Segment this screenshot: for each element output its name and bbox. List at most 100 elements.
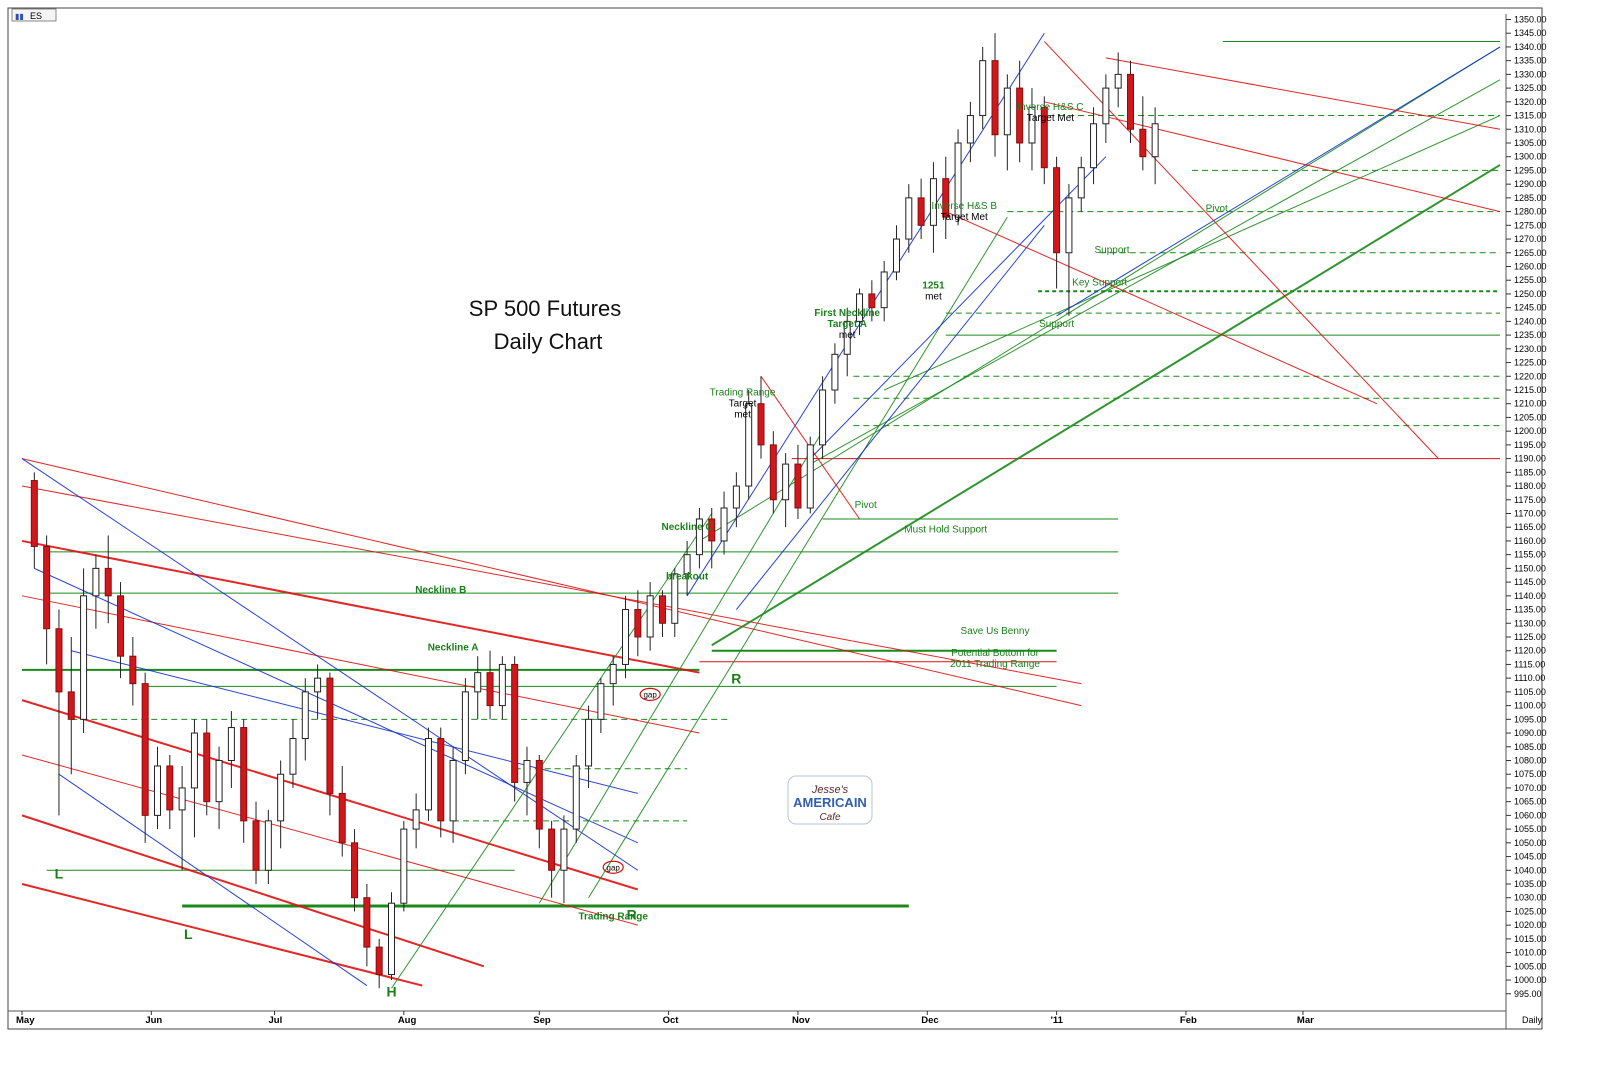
trend-line bbox=[1044, 101, 1501, 213]
y-tick-label: 1005.00 bbox=[1514, 961, 1547, 971]
trend-line bbox=[21, 485, 1082, 685]
trend-line bbox=[21, 883, 423, 987]
candle-body bbox=[1040, 106, 1048, 169]
x-tick-label: Feb bbox=[1180, 1015, 1197, 1026]
y-tick-label: 1310.00 bbox=[1514, 124, 1547, 134]
y-tick-label: 1010.00 bbox=[1514, 948, 1547, 958]
candle-body bbox=[277, 773, 285, 822]
chart-annotation: Inverse H&S C bbox=[1017, 102, 1083, 113]
candle-body bbox=[1065, 197, 1073, 254]
y-tick-label: 1160.00 bbox=[1514, 536, 1546, 546]
y-tick-label: 1215.00 bbox=[1514, 385, 1547, 395]
cafe-logo: Jesse's AMERICAIN Cafe bbox=[787, 775, 873, 825]
trend-line bbox=[588, 216, 1008, 898]
symbol-tab[interactable] bbox=[11, 8, 57, 22]
candle-body bbox=[658, 595, 666, 624]
candle-body bbox=[548, 828, 556, 871]
candle-body bbox=[104, 567, 112, 597]
symbol-tab-label: ES bbox=[30, 11, 42, 21]
chart-annotation: Target bbox=[729, 398, 757, 409]
y-tick-label: 1055.00 bbox=[1514, 824, 1547, 834]
chart-annotation: Target Met bbox=[1027, 113, 1074, 124]
y-tick-label: 1255.00 bbox=[1514, 275, 1547, 285]
candle-body bbox=[683, 554, 691, 575]
chart-annotation: Target A bbox=[827, 319, 866, 330]
trend-line bbox=[1105, 57, 1501, 130]
candle-body bbox=[117, 595, 125, 657]
candle-body bbox=[929, 178, 937, 226]
y-tick-label: 1230.00 bbox=[1514, 344, 1547, 354]
y-tick-label: 1105.00 bbox=[1514, 687, 1546, 697]
y-tick-label: 1165.00 bbox=[1514, 522, 1546, 532]
candle-body bbox=[80, 595, 88, 720]
candle-body bbox=[1139, 128, 1147, 158]
chart-annotation: Pivot bbox=[1206, 204, 1228, 215]
y-tick-label: 1090.00 bbox=[1514, 728, 1547, 738]
chart-annotation: met bbox=[925, 291, 942, 302]
y-tick-label: 1210.00 bbox=[1514, 399, 1547, 409]
y-tick-label: 1180.00 bbox=[1514, 481, 1546, 491]
y-tick-label: 1285.00 bbox=[1514, 193, 1547, 203]
y-tick-label: 1065.00 bbox=[1514, 797, 1547, 807]
chart-title-line2: Daily Chart bbox=[494, 329, 603, 354]
y-tick-label: 1080.00 bbox=[1514, 755, 1547, 765]
y-tick-label: 1095.00 bbox=[1514, 714, 1547, 724]
candle-body bbox=[695, 518, 703, 556]
pattern-letter: R bbox=[731, 671, 741, 687]
y-tick-label: 1305.00 bbox=[1514, 138, 1547, 148]
candle-body bbox=[400, 828, 408, 904]
candle-body bbox=[905, 197, 913, 240]
candle-body bbox=[511, 663, 519, 783]
trend-line bbox=[810, 79, 1501, 465]
y-tick-label: 1330.00 bbox=[1514, 69, 1547, 79]
pattern-letter: L bbox=[55, 866, 64, 882]
candle-body bbox=[129, 655, 137, 685]
y-tick-label: 1115.00 bbox=[1514, 659, 1545, 669]
y-tick-label: 1270.00 bbox=[1514, 234, 1547, 244]
trend-line bbox=[686, 32, 1045, 597]
trend-line bbox=[21, 458, 1082, 707]
chart-annotation: First Neckline bbox=[814, 308, 880, 319]
candle-body bbox=[991, 60, 999, 136]
chart-annotation: Inverse H&S B bbox=[931, 201, 997, 212]
chart-annotation: breakout bbox=[666, 571, 709, 582]
candle-body bbox=[289, 738, 297, 775]
trend-line bbox=[945, 211, 1378, 405]
y-tick-label: 1035.00 bbox=[1514, 879, 1547, 889]
candle-body bbox=[966, 115, 974, 144]
candle-body bbox=[252, 820, 260, 871]
y-tick-label: 1235.00 bbox=[1514, 330, 1547, 340]
candle-body bbox=[338, 792, 346, 844]
candle-body bbox=[634, 609, 642, 638]
candle-body bbox=[806, 444, 814, 509]
candle-body bbox=[597, 683, 605, 720]
plot-frame bbox=[7, 7, 1543, 1030]
x-tick-label: Sep bbox=[533, 1015, 551, 1026]
candle-body bbox=[437, 738, 445, 822]
y-tick-label: 1205.00 bbox=[1514, 412, 1547, 422]
candle-body bbox=[560, 828, 568, 871]
y-tick-label: 1325.00 bbox=[1514, 83, 1547, 93]
trend-line bbox=[21, 814, 485, 968]
candle-body bbox=[264, 820, 272, 871]
candle-body bbox=[190, 732, 198, 789]
y-tick-label: 1345.00 bbox=[1514, 28, 1547, 38]
candle-body bbox=[301, 691, 309, 740]
chart-annotation: met bbox=[734, 409, 751, 420]
y-tick-label: 1060.00 bbox=[1514, 810, 1547, 820]
chart-annotation: Must Hold Support bbox=[904, 525, 987, 536]
y-tick-label: 1020.00 bbox=[1514, 920, 1547, 930]
candle-body bbox=[67, 691, 75, 720]
candle-body bbox=[880, 271, 888, 309]
candle-body bbox=[942, 178, 950, 218]
candle-body bbox=[375, 946, 383, 976]
logo-line3: Cafe bbox=[819, 812, 841, 823]
candle-body bbox=[1114, 73, 1122, 89]
candle-body bbox=[757, 403, 765, 446]
y-tick-label: 1100.00 bbox=[1514, 701, 1546, 711]
candle-body bbox=[314, 677, 322, 693]
candle-body bbox=[892, 238, 900, 273]
candle-body bbox=[856, 293, 864, 322]
candle-body bbox=[449, 759, 457, 822]
